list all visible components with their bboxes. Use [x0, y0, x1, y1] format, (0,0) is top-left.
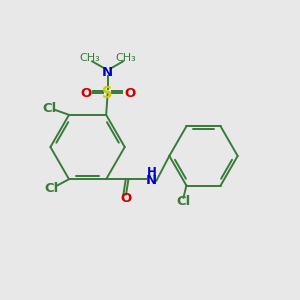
Text: O: O [120, 192, 132, 205]
Text: Cl: Cl [176, 195, 190, 208]
Text: H: H [147, 166, 157, 179]
Text: Cl: Cl [44, 182, 58, 195]
Text: S: S [102, 86, 113, 101]
Text: CH₃: CH₃ [115, 53, 136, 63]
Text: CH₃: CH₃ [80, 53, 100, 63]
Text: N: N [146, 174, 157, 187]
Text: O: O [80, 87, 91, 100]
Text: Cl: Cl [42, 102, 56, 115]
Text: N: N [102, 66, 113, 79]
Text: O: O [124, 87, 135, 100]
